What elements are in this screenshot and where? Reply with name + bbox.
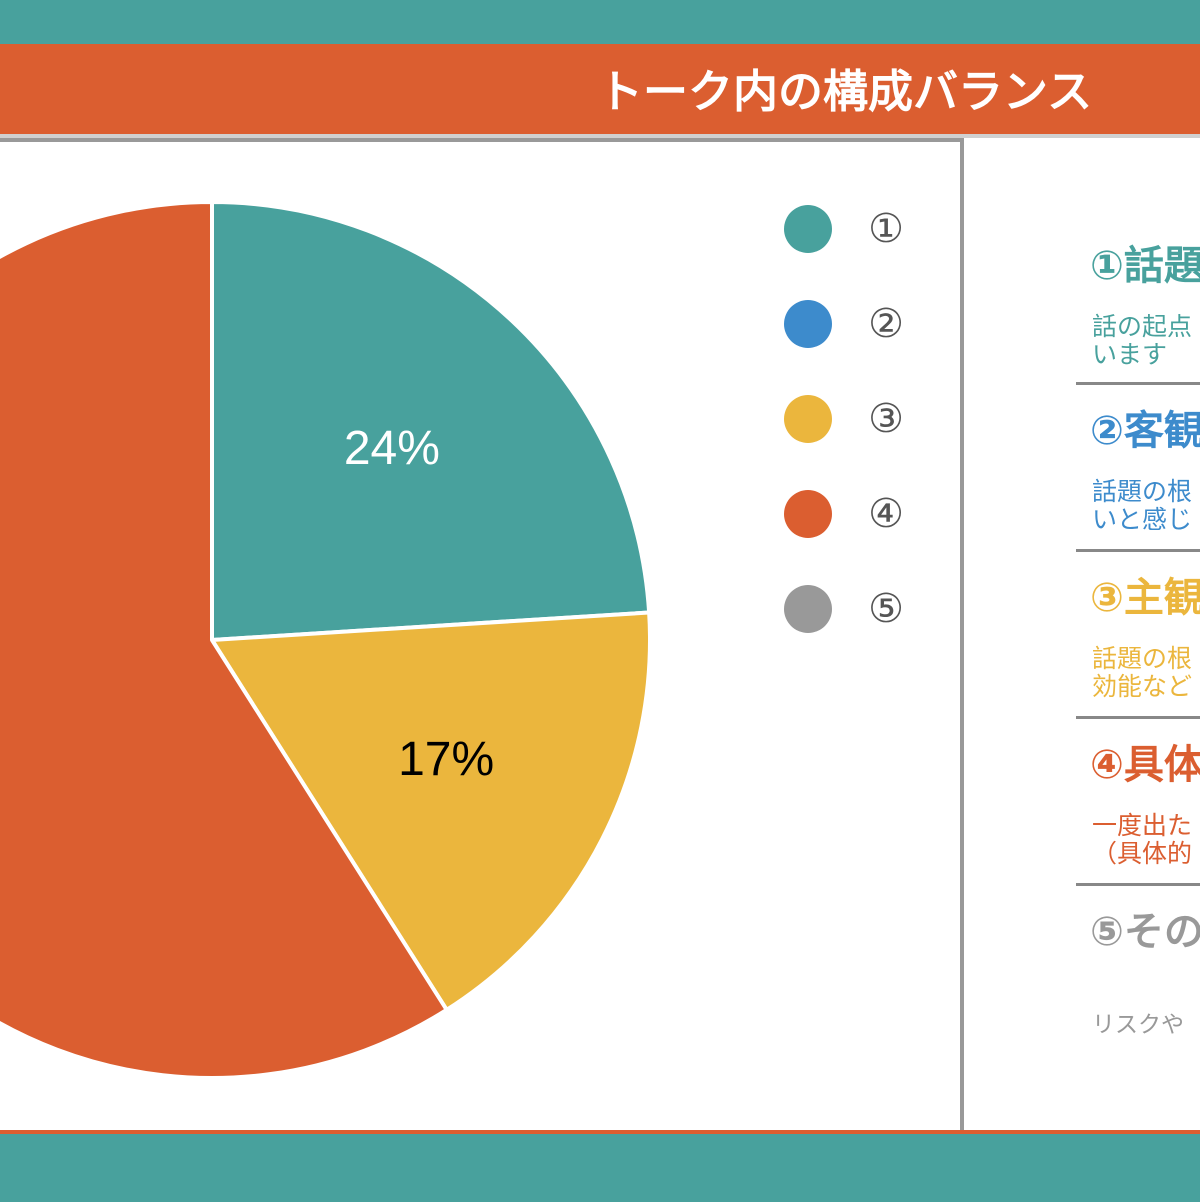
category-desc-line1: 話の起点	[1092, 312, 1193, 341]
legend-swatch-5	[784, 585, 832, 633]
pie-slice-4	[0, 200, 449, 1080]
category-desc-line2: （具体的	[1092, 839, 1193, 868]
category-title: ⑤その	[1090, 909, 1200, 955]
pie-slice-1	[210, 200, 652, 642]
legend-label-5: ⑤	[868, 586, 904, 632]
legend-label-1: ①	[868, 206, 904, 252]
category-desc-line2: いと感じ	[1092, 505, 1193, 534]
title-bar: トーク内の構成バランス	[0, 44, 1200, 134]
footer-bar	[0, 1134, 1200, 1202]
pie-slice-3	[210, 610, 652, 1012]
category-desc-line1: 話題の根	[1092, 644, 1193, 673]
category-title: ②客観	[1090, 408, 1200, 454]
category-desc-line1: 話題の根	[1092, 477, 1193, 506]
legend-label-3: ③	[868, 396, 904, 442]
category-desc-line1: 一度出た	[1092, 811, 1193, 840]
top-accent-bar	[0, 0, 1200, 44]
category-desc-line2: 効能など	[1092, 672, 1193, 701]
legend-swatch-4	[784, 490, 832, 538]
category-block-2: ②客観 話題の根 いと感じ	[1076, 385, 1200, 552]
title-divider	[0, 134, 1200, 138]
page-title: トーク内の構成バランス	[598, 65, 1093, 118]
footer-accent-line	[0, 1130, 1200, 1134]
category-title: ③主観	[1090, 575, 1200, 621]
category-block-1: ①話題 話の起点 います	[1076, 228, 1200, 385]
chart-panel: 24% 17% ① ② ③ ④ ⑤	[0, 138, 964, 1136]
data-label-3: 17%	[398, 733, 494, 786]
data-label-1: 24%	[344, 422, 440, 475]
category-desc-line2: リスクや	[1092, 1012, 1184, 1038]
legend-label-4: ④	[868, 491, 904, 537]
pie-chart: 24% 17% ① ② ③ ④ ⑤	[0, 200, 904, 1080]
category-block-3: ③主観 話題の根 効能など	[1076, 552, 1200, 719]
category-title: ①話題	[1090, 243, 1200, 289]
legend-swatch-2	[784, 300, 832, 348]
category-block-5: ⑤その リスクや	[1076, 886, 1200, 1066]
category-desc-line2: います	[1092, 340, 1168, 369]
category-title: ④具体	[1090, 742, 1200, 788]
legend-label-2: ②	[868, 301, 904, 347]
legend-swatch-1	[784, 205, 832, 253]
legend-swatch-3	[784, 395, 832, 443]
category-block-4: ④具体 一度出た （具体的	[1076, 719, 1200, 886]
